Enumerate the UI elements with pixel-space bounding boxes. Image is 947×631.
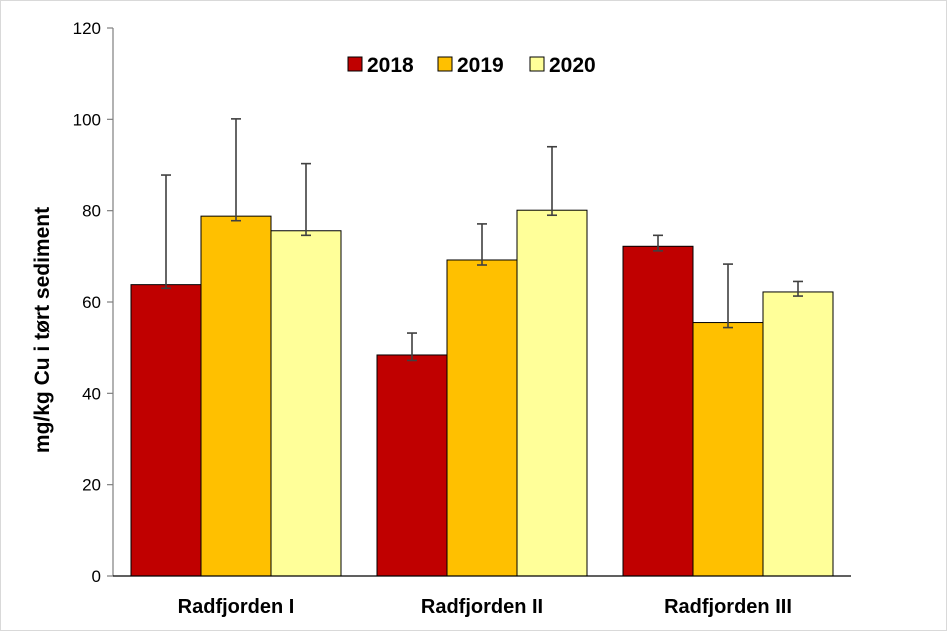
legend-swatch-2020 [529,56,545,72]
legend: 2018 2019 2020 [347,54,596,77]
y-tick-label: 80 [82,202,101,221]
y-axis-title: mg/kg Cu i tørt sediment [31,207,54,453]
x-category-label: Radfjorden II [421,596,543,618]
error-bars [161,118,803,362]
bar-2018 [130,284,202,577]
bar-2020 [270,230,342,577]
y-tick-label: 40 [82,384,101,403]
bar-2019 [200,215,272,577]
y-tick-label: 20 [82,476,101,495]
x-category-label: Radfjorden III [664,596,792,618]
y-axis: 0 20 40 60 80 100 120 [73,19,114,586]
y-tick-label: 0 [92,567,101,586]
x-category-label: Radfjorden I [178,596,295,618]
bar-2018 [376,354,448,577]
y-tick-label: 120 [73,19,101,38]
legend-swatch-2018 [347,56,363,72]
bar-2020 [516,209,588,577]
legend-label-2019: 2019 [457,54,504,77]
legend-label-2018: 2018 [367,54,414,77]
legend-label-2020: 2020 [549,54,596,77]
legend-swatch-2019 [437,56,453,72]
bar-2019 [692,322,764,577]
bar-2020 [762,291,834,577]
y-tick-label: 100 [73,110,101,129]
y-tick-label: 60 [82,293,101,312]
bar-2018 [622,245,694,577]
bars [130,209,834,577]
bar-2019 [446,259,518,577]
x-axis: Radfjorden I Radfjorden II Radfjorden III [113,575,851,618]
